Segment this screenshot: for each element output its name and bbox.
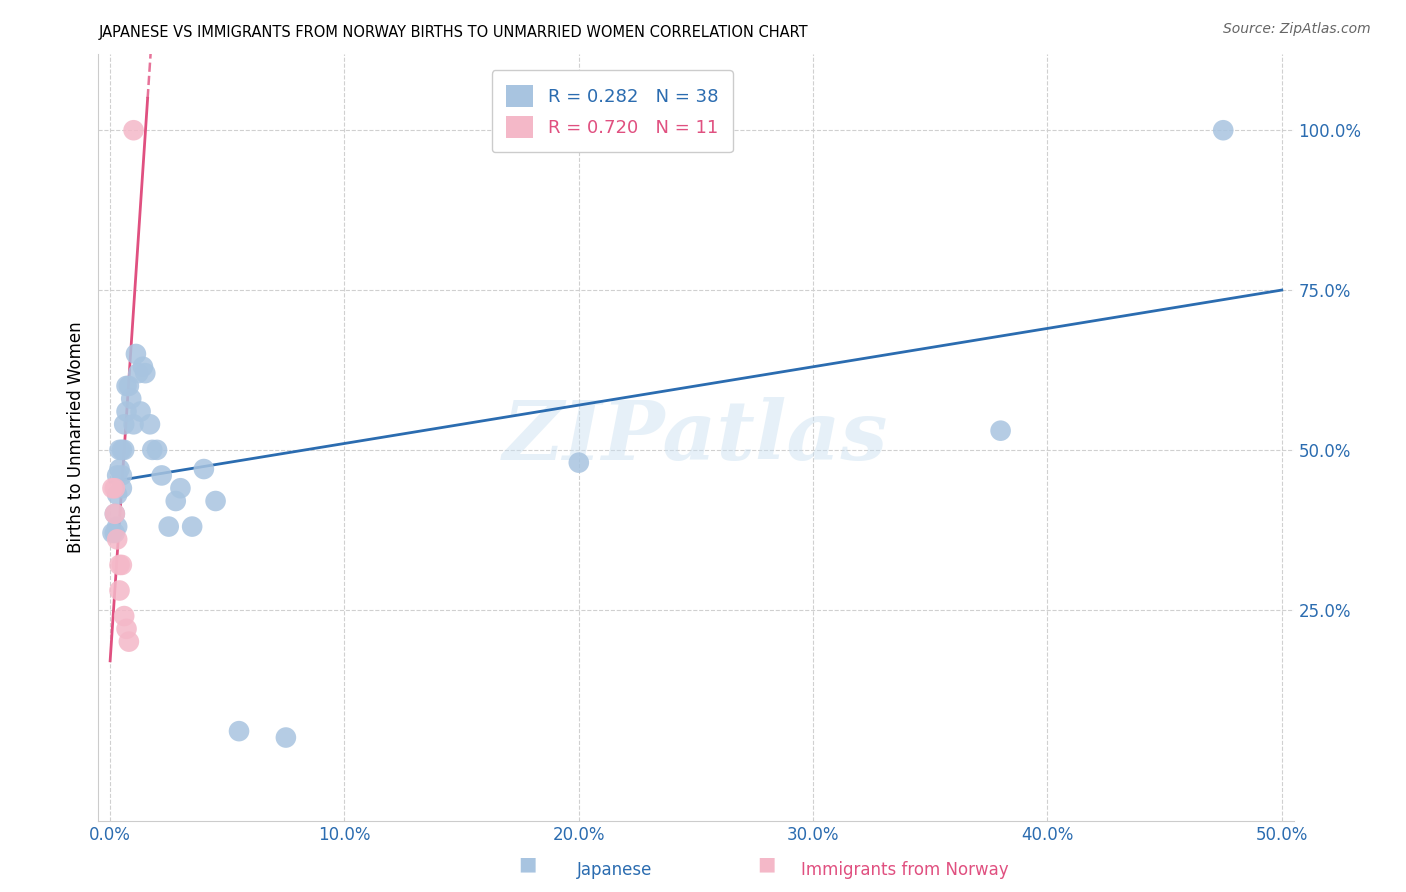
Point bbox=[165, 494, 187, 508]
Legend: R = 0.282   N = 38, R = 0.720   N = 11: R = 0.282 N = 38, R = 0.720 N = 11 bbox=[492, 70, 733, 153]
Point bbox=[1212, 123, 1234, 137]
Point bbox=[118, 379, 141, 393]
Text: Source: ZipAtlas.com: Source: ZipAtlas.com bbox=[1223, 22, 1371, 37]
Point bbox=[112, 442, 135, 457]
Point bbox=[134, 366, 156, 380]
Point bbox=[108, 558, 131, 572]
Point bbox=[111, 442, 134, 457]
Text: Immigrants from Norway: Immigrants from Norway bbox=[801, 861, 1010, 879]
Point bbox=[181, 519, 204, 533]
Point bbox=[104, 526, 127, 541]
Point bbox=[108, 442, 131, 457]
Text: ZIPatlas: ZIPatlas bbox=[503, 397, 889, 477]
Point bbox=[118, 634, 141, 648]
Point bbox=[129, 404, 152, 418]
Point bbox=[105, 488, 128, 502]
Point bbox=[146, 442, 169, 457]
Y-axis label: Births to Unmarried Women: Births to Unmarried Women bbox=[66, 321, 84, 553]
Point bbox=[204, 494, 226, 508]
Point bbox=[568, 456, 591, 470]
Point bbox=[193, 462, 215, 476]
Point bbox=[274, 731, 297, 745]
Point bbox=[228, 724, 250, 739]
Point bbox=[122, 123, 145, 137]
Point bbox=[990, 424, 1012, 438]
Point bbox=[169, 481, 191, 495]
Point bbox=[132, 359, 155, 374]
Point bbox=[105, 468, 128, 483]
Point bbox=[141, 442, 163, 457]
Point bbox=[108, 462, 131, 476]
Point bbox=[104, 507, 127, 521]
Point bbox=[105, 533, 128, 547]
Point bbox=[112, 417, 135, 432]
Point bbox=[111, 468, 134, 483]
Point bbox=[127, 366, 149, 380]
Point bbox=[120, 392, 142, 406]
Text: ■: ■ bbox=[756, 855, 776, 873]
Point bbox=[115, 622, 138, 636]
Text: ■: ■ bbox=[517, 855, 537, 873]
Text: JAPANESE VS IMMIGRANTS FROM NORWAY BIRTHS TO UNMARRIED WOMEN CORRELATION CHART: JAPANESE VS IMMIGRANTS FROM NORWAY BIRTH… bbox=[98, 25, 808, 40]
Point bbox=[104, 507, 127, 521]
Point bbox=[139, 417, 162, 432]
Point bbox=[108, 583, 131, 598]
Point bbox=[101, 526, 124, 541]
Point bbox=[115, 404, 138, 418]
Point bbox=[105, 519, 128, 533]
Point bbox=[101, 481, 124, 495]
Point bbox=[150, 468, 173, 483]
Point bbox=[115, 379, 138, 393]
Point bbox=[111, 558, 134, 572]
Point bbox=[111, 481, 134, 495]
Text: Japanese: Japanese bbox=[576, 861, 652, 879]
Point bbox=[112, 609, 135, 624]
Point bbox=[157, 519, 180, 533]
Point bbox=[125, 347, 148, 361]
Point bbox=[104, 481, 127, 495]
Point bbox=[122, 417, 145, 432]
